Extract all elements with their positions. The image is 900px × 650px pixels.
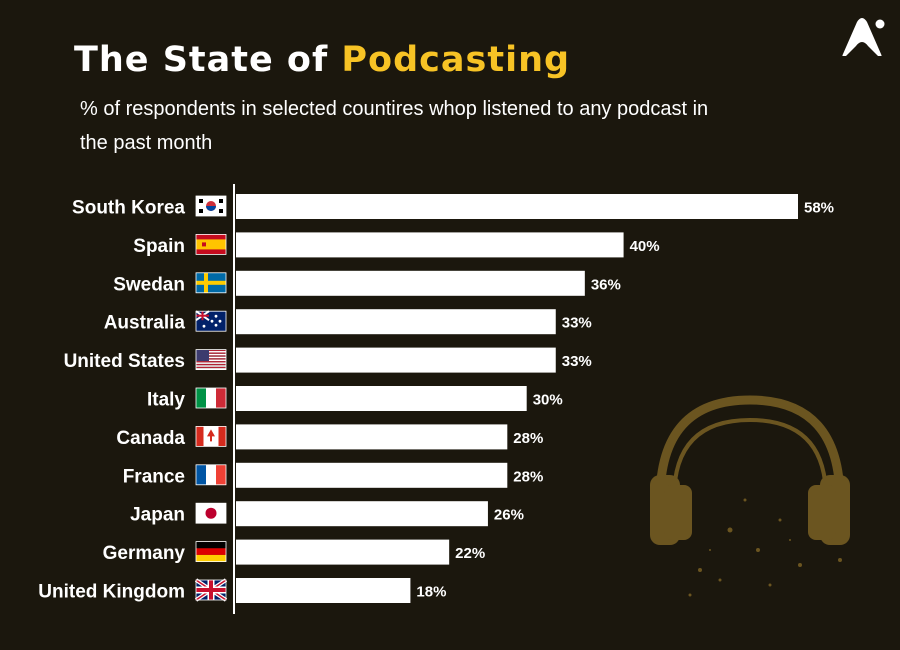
bar-row: United Kingdom 18% <box>38 578 446 603</box>
bar-row: Swedan 36% <box>113 270 621 296</box>
bar-row: Canada 28% <box>116 424 543 450</box>
bar-row: Germany 22% <box>103 539 485 565</box>
title-text: The State of <box>74 40 342 80</box>
category-label: Swedan <box>113 274 185 295</box>
title-highlight: Podcasting <box>341 40 571 80</box>
bar <box>236 347 556 373</box>
flag-fr-icon <box>195 464 227 486</box>
bar <box>236 539 450 565</box>
data-label: 26% <box>494 507 524 524</box>
bar-row: Japan 26% <box>130 501 524 527</box>
category-label: United Kingdom <box>38 582 185 603</box>
bar <box>236 424 508 450</box>
bar <box>236 462 508 488</box>
bar-row: Australia 33% <box>104 309 592 335</box>
category-label: France <box>123 466 185 487</box>
bar <box>236 309 556 335</box>
data-label: 18% <box>416 584 446 601</box>
bar-row: United States 33% <box>64 347 592 373</box>
category-label: United States <box>64 351 185 372</box>
data-label: 40% <box>630 238 660 255</box>
bar-row: South Korea 58% <box>72 194 834 219</box>
data-label: 30% <box>533 392 563 409</box>
flag-au-icon <box>195 310 227 332</box>
category-label: Australia <box>104 313 186 334</box>
flag-us-icon <box>195 349 227 371</box>
flag-de-icon <box>195 541 227 562</box>
bar <box>236 232 624 258</box>
bar <box>236 501 488 527</box>
flag-jp-icon <box>195 502 227 524</box>
bar <box>236 194 798 219</box>
data-label: 28% <box>513 468 543 485</box>
data-label: 33% <box>562 315 592 332</box>
category-label: Spain <box>133 236 185 257</box>
chart-subtitle: % of respondents in selected countires w… <box>80 98 709 154</box>
flag-kr-icon <box>195 195 227 217</box>
data-label: 33% <box>562 353 592 370</box>
data-label: 22% <box>455 545 485 562</box>
bar-row: France 28% <box>123 462 543 488</box>
data-label: 36% <box>591 276 621 293</box>
bar-row: Spain 40% <box>133 232 660 258</box>
flag-se-icon <box>195 272 227 294</box>
flag-it-icon <box>195 387 227 409</box>
headphones-icon <box>650 395 850 597</box>
bar <box>236 578 411 603</box>
category-label: South Korea <box>72 198 185 219</box>
flag-ca-icon <box>195 425 227 447</box>
bar <box>236 386 527 411</box>
bar-row: Italy 30% <box>147 386 563 411</box>
flag-gb-icon <box>194 578 228 602</box>
flag-es-icon <box>195 233 227 255</box>
bar <box>236 270 585 296</box>
category-label: Japan <box>130 505 185 526</box>
data-label: 58% <box>804 200 834 217</box>
category-label: Germany <box>103 543 186 564</box>
category-label: Italy <box>147 390 185 411</box>
chart-title: The State of Podcasting <box>74 40 570 80</box>
data-label: 28% <box>513 430 543 447</box>
brand-logo-icon <box>842 18 885 56</box>
category-label: Canada <box>116 428 185 449</box>
